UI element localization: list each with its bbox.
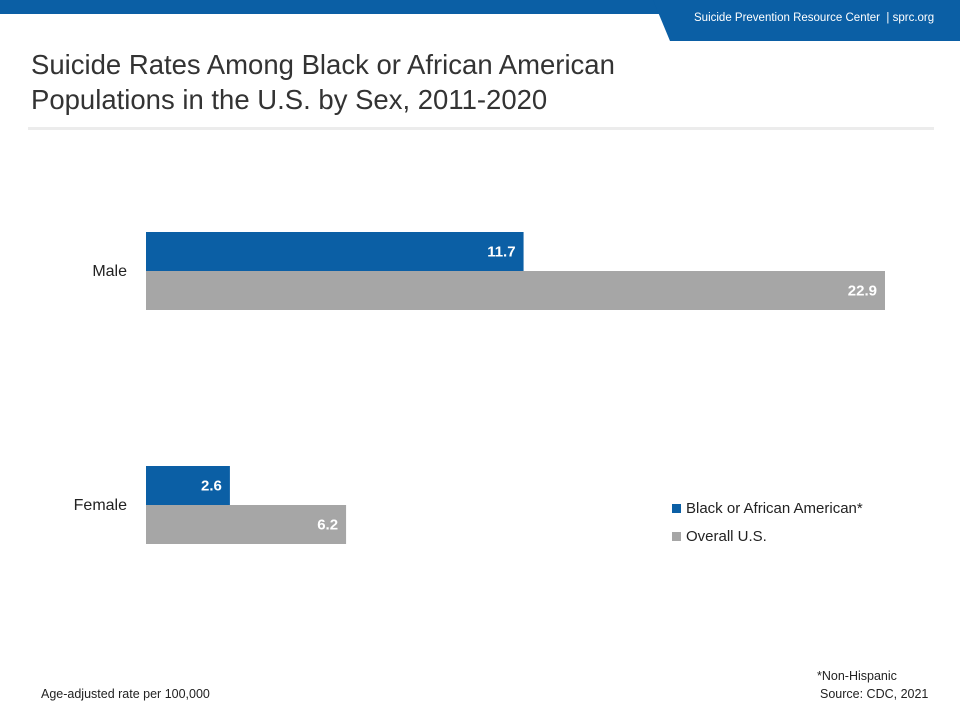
legend-swatch-gray bbox=[672, 531, 681, 541]
chart-title: Suicide Rates Among Black or African Ame… bbox=[31, 47, 615, 117]
data-label: 22.9 bbox=[848, 283, 877, 300]
org-label: Suicide Prevention Resource Center | spr… bbox=[694, 12, 935, 24]
data-label: 2.6 bbox=[201, 478, 222, 495]
title-divider bbox=[28, 127, 934, 130]
bar-male-black-or-african-american bbox=[146, 232, 524, 271]
org-tab bbox=[653, 0, 960, 41]
chart-title-line-2: Populations in the U.S. by Sex, 2011-202… bbox=[31, 84, 548, 115]
legend: Black or African American* Overall U.S. bbox=[671, 494, 863, 550]
category-label-female: Female bbox=[74, 497, 127, 514]
chart-title-line-1: Suicide Rates Among Black or African Ame… bbox=[31, 49, 615, 80]
legend-label: Overall U.S. bbox=[686, 527, 767, 545]
data-label: 6.2 bbox=[317, 517, 338, 534]
bar-male-overall-us bbox=[146, 271, 885, 310]
legend-item-black-or-african-american: Black or African American* bbox=[671, 494, 863, 522]
org-name: Suicide Prevention Resource Center bbox=[694, 12, 881, 24]
bar-female-black-or-african-american bbox=[146, 466, 230, 505]
legend-item-overall-us: Overall U.S. bbox=[671, 522, 863, 550]
legend-swatch-blue bbox=[672, 503, 681, 513]
source-note: Source: CDC, 2021 bbox=[820, 687, 929, 701]
rate-note: Age-adjusted rate per 100,000 bbox=[41, 687, 210, 701]
org-url[interactable]: sprc.org bbox=[892, 12, 935, 24]
category-label-male: Male bbox=[92, 263, 127, 280]
data-label: 11.7 bbox=[487, 244, 515, 261]
legend-label: Black or African American* bbox=[686, 499, 863, 517]
non-hispanic-note: *Non-Hispanic bbox=[817, 669, 897, 683]
bar-female-overall-us bbox=[146, 505, 347, 544]
